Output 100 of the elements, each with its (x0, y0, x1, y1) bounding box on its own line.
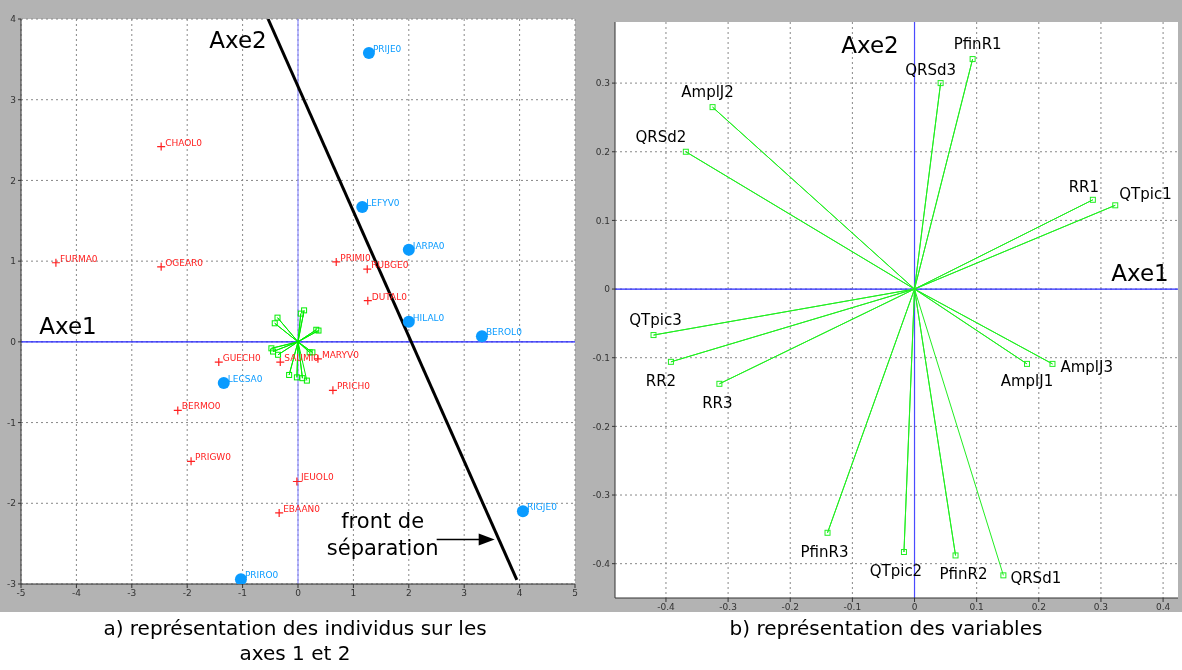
data-label: RIGJE0 (526, 502, 558, 513)
data-label: HILAL0 (412, 312, 445, 323)
point (362, 46, 375, 59)
x-tick-label: 3 (461, 588, 468, 599)
data-label: PRICH0 (336, 381, 371, 392)
data-label: EBAAN0 (283, 503, 321, 514)
point (516, 505, 529, 518)
x-tick-label: -1 (238, 588, 248, 599)
data-label: BEROL0 (485, 327, 523, 338)
x-tick-label: -0.2 (781, 602, 800, 613)
y-tick-label: 4 (10, 14, 17, 25)
point (716, 380, 723, 387)
data-label: FURMA0 (59, 253, 98, 264)
point (356, 201, 369, 214)
point (214, 357, 224, 367)
data-label: PRIRO0 (244, 570, 279, 581)
data-label: AmplJ1 (1000, 371, 1054, 390)
y-tick-label: 1 (10, 256, 16, 267)
data-label: QRSd1 (1010, 569, 1062, 588)
x-tick-label: 4 (516, 588, 523, 599)
point (402, 315, 415, 328)
point (475, 330, 488, 343)
data-label: MARYV0 (321, 349, 360, 360)
point (274, 508, 284, 518)
point (271, 320, 278, 327)
point (328, 385, 338, 395)
y-tick-label: 0.3 (595, 78, 610, 89)
point (301, 307, 308, 314)
data-label: RR1 (1068, 177, 1100, 196)
x-tick-label: -2 (182, 588, 192, 599)
point (293, 374, 300, 381)
point (217, 377, 230, 390)
point (268, 345, 275, 352)
point (299, 375, 306, 382)
data-label: PfinR2 (939, 565, 988, 584)
point (1024, 360, 1030, 367)
x-tick-label: -0.4 (657, 602, 676, 613)
point (331, 257, 341, 267)
point (186, 456, 196, 466)
point (650, 332, 657, 339)
x-tick-label: -0.3 (719, 602, 737, 613)
annotation: Axe1 (1111, 260, 1169, 286)
point (709, 104, 716, 111)
point (667, 358, 674, 365)
data-label: PRIGW0 (195, 452, 232, 463)
data-label: AmplJ2 (681, 83, 734, 102)
point (402, 243, 415, 256)
point (51, 258, 61, 268)
point (286, 371, 293, 378)
point (900, 549, 907, 555)
point (274, 314, 281, 321)
y-tick-label: -0.4 (592, 558, 611, 569)
data-label: PRIJE0 (372, 43, 402, 54)
data-label: PfinR1 (953, 35, 1002, 54)
annotation: Axe2 (209, 27, 267, 53)
y-tick-label: 3 (10, 94, 16, 105)
point (1089, 196, 1096, 203)
data-label: GUECH0 (222, 353, 262, 364)
data-label: OGEAR0 (165, 257, 204, 268)
text: b) représentation des variables (728, 616, 1044, 641)
data-label: QTpic3 (629, 311, 682, 330)
y-tick-label: -3 (7, 579, 16, 590)
data-label: AmplJ3 (1060, 357, 1114, 376)
x-tick-label: 1 (350, 588, 357, 599)
x-tick-label: -5 (16, 588, 26, 599)
y-tick-label: 0 (604, 284, 611, 295)
point (682, 148, 689, 155)
point (275, 351, 282, 358)
x-tick-label: -3 (127, 588, 137, 599)
point (1000, 572, 1007, 579)
y-tick-label: -0.1 (592, 352, 610, 363)
data-label: BERMO0 (181, 401, 221, 412)
y-tick-label: -2 (7, 498, 16, 509)
y-tick-label: 0.2 (595, 146, 610, 157)
y-tick-label: -1 (7, 417, 16, 428)
point (234, 573, 247, 584)
point (969, 56, 976, 63)
point (270, 348, 277, 355)
point (824, 529, 831, 536)
annotation: Axe1 (39, 313, 97, 339)
annotation: front de séparation (326, 509, 439, 561)
x-tick-label: 0.2 (1031, 602, 1046, 613)
data-label: PRIMI0 (340, 252, 371, 263)
x-tick-label: 0.3 (1093, 602, 1109, 613)
x-tick-label: -4 (71, 588, 82, 599)
x-tick-label: 0 (911, 602, 918, 613)
data-label: JEUOL0 (299, 472, 334, 483)
y-tick-label: -0.3 (592, 490, 610, 501)
x-tick-label: 5 (572, 588, 578, 599)
point (275, 357, 285, 367)
data-label: IARPA0 (412, 240, 445, 251)
point (297, 310, 304, 317)
x-tick-label: 2 (405, 588, 412, 599)
y-tick-label: 0.1 (595, 215, 610, 226)
text: a) représentation des individus sur les axes 1 et 2 (102, 616, 488, 666)
x-tick-label: 0 (295, 588, 302, 599)
data-label: RR3 (702, 393, 733, 412)
y-tick-label: 0 (10, 337, 17, 348)
point (952, 552, 959, 559)
annotation: Axe2 (841, 32, 899, 58)
